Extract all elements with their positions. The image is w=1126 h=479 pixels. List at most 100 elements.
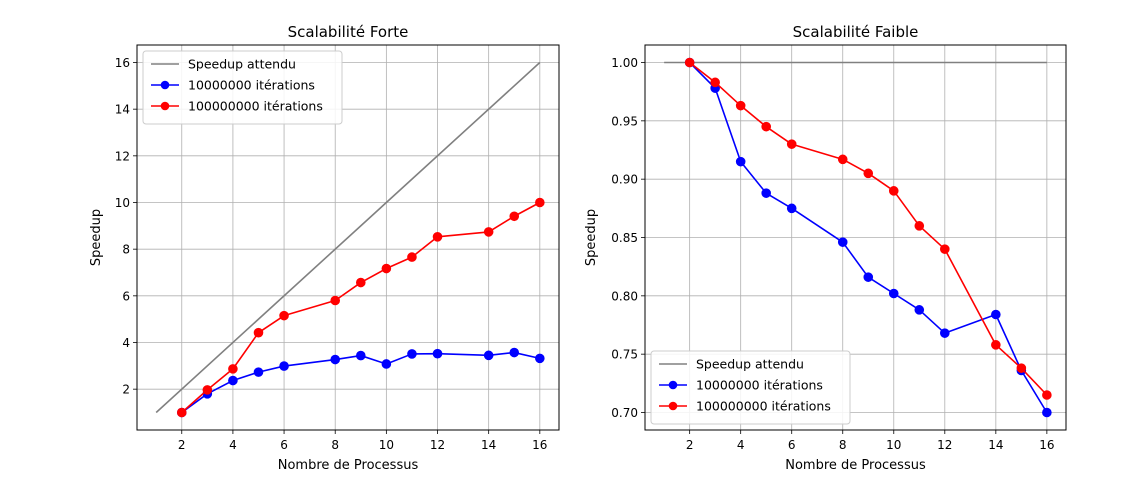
data-point: [381, 263, 392, 274]
data-point: [355, 350, 366, 361]
data-point: [940, 244, 950, 254]
data-point: [914, 305, 925, 315]
y-tick-label: 16: [115, 56, 130, 70]
data-point: [837, 237, 848, 247]
data-point: [837, 154, 848, 165]
x-tick-label: 12: [430, 438, 445, 452]
data-point: [509, 211, 520, 222]
legend-marker: [160, 101, 170, 111]
data-point: [1042, 407, 1052, 418]
legend-marker: [160, 80, 170, 90]
data-point: [940, 328, 950, 338]
y-tick-label: 2: [122, 383, 130, 397]
y-tick-label: 0.80: [611, 289, 638, 303]
data-point: [228, 364, 238, 374]
data-point: [991, 340, 1001, 350]
data-point: [407, 252, 417, 262]
data-point: [735, 156, 746, 167]
data-point: [432, 232, 443, 242]
y-axis-label: Speedup: [89, 209, 104, 266]
series-1: [176, 347, 545, 418]
data-point: [1016, 363, 1027, 373]
data-point: [914, 221, 925, 231]
chart-panel-0: 2 4 6 8 10 12 14 16 2 4 6 8 10 12 14 16 Scalabilité Fort…: [89, 23, 560, 473]
data-point: [710, 77, 720, 88]
x-tick-label: 2: [686, 438, 694, 452]
data-point: [786, 203, 797, 214]
y-tick-label: 0.75: [611, 348, 638, 362]
data-point: [863, 272, 874, 282]
data-point: [535, 197, 545, 208]
data-point: [888, 288, 899, 299]
series-line: [155, 61, 541, 414]
y-tick-label: 0.85: [611, 231, 638, 245]
data-point: [279, 310, 289, 321]
y-tick-label: 10: [115, 196, 130, 210]
data-point: [279, 361, 289, 371]
x-tick-label: 4: [737, 438, 745, 452]
data-point: [330, 354, 341, 365]
data-point: [863, 168, 874, 179]
chart-panel-1: 2 4 6 8 10 12 14 16 0.70 0.75 0.80 0.85 0.90 0.95 1.00…: [584, 23, 1067, 473]
x-tick-label: 14: [988, 438, 1003, 452]
y-axis-label: Speedup: [584, 209, 599, 266]
data-point: [202, 385, 213, 395]
x-tick-label: 12: [937, 438, 952, 452]
legend: Speedup attendu 10000000 itérations 100000…: [650, 350, 851, 425]
legend-entry: 100000000 itérations: [696, 399, 831, 414]
legend-entry: 10000000 itérations: [188, 78, 315, 93]
data-point: [761, 121, 771, 132]
x-tick-label: 14: [481, 438, 496, 452]
y-tick-label: 0.90: [611, 173, 638, 187]
x-tick-label: 16: [532, 438, 547, 452]
plot-frame: [136, 44, 560, 431]
y-tick-label: 0.70: [611, 406, 638, 420]
legend-box: [142, 50, 343, 125]
x-axis-label: Nombre de Processus: [785, 458, 926, 473]
legend-entry: Speedup attendu: [696, 357, 804, 372]
data-point: [535, 353, 545, 364]
series-2: [176, 197, 545, 418]
legend-entry: 10000000 itérations: [696, 378, 823, 393]
y-tick-label: 1.00: [611, 56, 638, 70]
data-point: [888, 186, 899, 196]
data-point: [509, 347, 520, 358]
data-point: [381, 359, 392, 369]
y-tick-label: 12: [115, 149, 130, 163]
y-tick-label: 4: [122, 336, 130, 350]
data-point: [176, 407, 187, 418]
data-point: [355, 277, 366, 288]
x-tick-label: 10: [379, 438, 394, 452]
legend-marker: [668, 380, 678, 390]
x-tick-label: 2: [178, 438, 186, 452]
data-point: [483, 350, 494, 361]
y-tick-label: 14: [115, 103, 130, 117]
data-point: [330, 295, 341, 306]
data-point: [432, 348, 443, 359]
data-point: [253, 367, 264, 377]
x-tick-label: 6: [788, 438, 796, 452]
series-2: [684, 57, 1052, 400]
data-point: [991, 309, 1001, 320]
legend-box: [650, 350, 851, 425]
legend-marker: [668, 401, 678, 411]
data-point: [786, 139, 797, 149]
x-tick-label: 4: [229, 438, 237, 452]
data-point: [1042, 390, 1052, 400]
x-tick-label: 6: [280, 438, 288, 452]
x-tick-label: 8: [331, 438, 339, 452]
x-tick-label: 16: [1039, 438, 1054, 452]
y-tick-label: 6: [122, 289, 130, 303]
chart-title: Scalabilité Forte: [288, 23, 409, 41]
legend: Speedup attendu 10000000 itérations 100000…: [142, 50, 343, 125]
x-tick-label: 8: [839, 438, 847, 452]
x-axis-label: Nombre de Processus: [278, 458, 419, 473]
legend-entry: Speedup attendu: [188, 57, 296, 72]
series-0: [155, 61, 541, 414]
data-point: [684, 57, 695, 68]
data-point: [407, 349, 417, 359]
chart-title: Scalabilité Faible: [793, 23, 919, 41]
legend-entry: 100000000 itérations: [188, 99, 323, 114]
x-tick-label: 10: [886, 438, 901, 452]
data-point: [735, 100, 746, 111]
